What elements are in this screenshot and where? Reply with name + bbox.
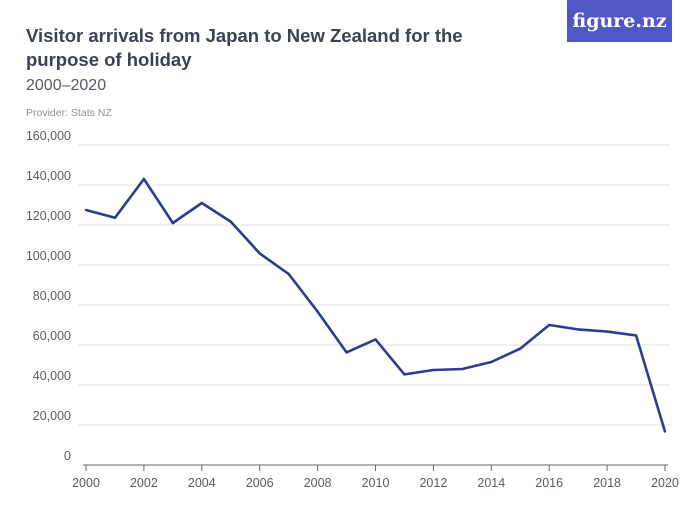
y-tick-label: 20,000 [33,409,71,423]
y-tick-label: 60,000 [33,329,71,343]
data-point-2019 [634,334,638,337]
data-point-2007 [287,272,290,276]
y-tick-label: 80,000 [33,289,71,303]
x-tick-label: 2002 [130,476,158,490]
x-tick-label: 2014 [477,476,505,490]
data-point-2010 [374,338,377,341]
x-tick-label: 2012 [419,476,447,490]
data-point-2008 [316,310,319,313]
data-point-2009 [345,351,348,354]
data-point-2016 [548,323,551,327]
data-point-2003 [171,221,175,225]
x-tick-label: 2018 [593,476,621,490]
data-point-2002 [142,177,146,181]
chart-subtitle: 2000–2020 [26,77,107,94]
x-tick-label: 2006 [246,476,274,490]
data-point-2011 [403,373,406,376]
chart-title: Visitor arrivals from Japan to New Zeala… [26,25,463,70]
y-tick-label: 100,000 [26,249,71,263]
data-point-2001 [113,216,117,219]
data-point-2017 [576,328,580,331]
y-tick-label: 140,000 [26,169,71,183]
x-tick-label: 2020 [651,476,679,490]
data-point-2013 [461,367,464,371]
data-point-2015 [519,347,522,350]
y-tick-label: 160,000 [26,129,71,143]
data-point-2014 [490,360,493,364]
data-point-2006 [258,252,261,255]
data-point-2012 [432,368,435,372]
data-point-2018 [605,330,609,333]
y-tick-label: 120,000 [26,209,71,223]
data-point-2020 [663,430,667,433]
x-tick-label: 2010 [362,476,390,490]
y-tick-label: 0 [64,449,71,463]
data-point-2004 [200,201,203,205]
provider-label: Provider: Stats NZ [26,107,112,119]
x-tick-label: 2004 [188,476,216,490]
data-point-2005 [229,220,232,223]
x-tick-label: 2008 [304,476,332,490]
figure-nz-logo[interactable]: figure.nz [567,0,672,42]
data-point-2000 [84,208,88,212]
y-tick-label: 40,000 [33,369,71,383]
x-tick-label: 2000 [72,476,100,490]
x-tick-label: 2016 [535,476,563,490]
